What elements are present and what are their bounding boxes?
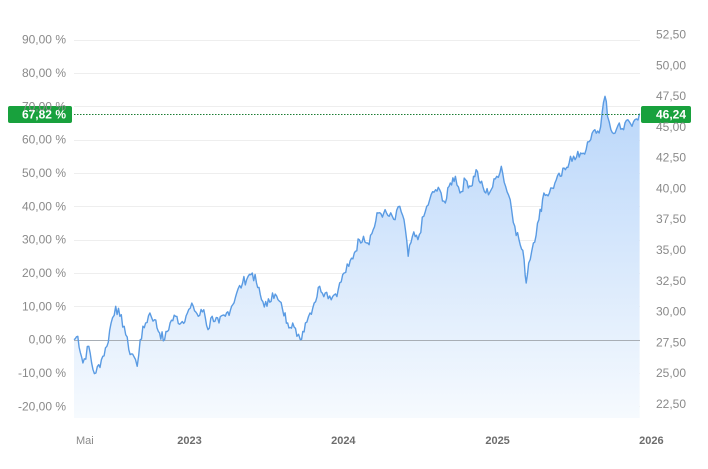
left-tick-label: 60,00 % (22, 133, 66, 147)
left-tick-label: 40,00 % (22, 199, 66, 213)
left-tick-label: 0,00 % (29, 333, 67, 347)
current-price-badge: 46,24 (641, 106, 691, 123)
right-tick-label: 35,00 (656, 243, 686, 257)
current-price-badge-bg (641, 106, 691, 123)
right-tick-label: 32,50 (656, 274, 686, 288)
left-tick-label: -20,00 % (18, 399, 66, 413)
current-percent-badge: 67,82 % (8, 106, 72, 123)
x-tick-label: 2024 (331, 435, 356, 447)
left-tick-label: 30,00 % (22, 233, 66, 247)
right-tick-label: 25,00 (656, 366, 686, 380)
left-tick-label: 90,00 % (22, 33, 66, 47)
left-tick-label: 10,00 % (22, 299, 66, 313)
series-area (74, 96, 640, 419)
x-axis-dates: Mai 2023 2024 2025 2026 (76, 435, 664, 447)
right-tick-label: 42,50 (656, 151, 686, 165)
x-tick-label: Mai (76, 435, 94, 447)
current-value-marker: 67,82 % 46,24 (8, 106, 691, 123)
right-tick-label: 50,00 (656, 58, 686, 72)
right-tick-label: 30,00 (656, 305, 686, 319)
right-tick-label: 27,50 (656, 335, 686, 349)
left-tick-label: -10,00 % (18, 366, 66, 380)
series-line-group (73, 95, 641, 375)
x-tick-label: 2026 (639, 435, 663, 447)
left-tick-label: 70,00 % (22, 99, 66, 113)
x-tick-label: 2025 (485, 435, 509, 447)
area-fill (74, 96, 640, 419)
left-tick-label: 80,00 % (22, 66, 66, 80)
right-tick-label: 45,00 (656, 120, 686, 134)
current-price-label: 46,24 (656, 108, 686, 122)
series-line (73, 95, 641, 375)
right-tick-label: 40,00 (656, 181, 686, 195)
left-tick-label: 50,00 % (22, 166, 66, 180)
right-tick-label: 37,50 (656, 212, 686, 226)
left-axis-percent: 90,00 % 80,00 % 70,00 % 60,00 % 50,00 % 40,00… (18, 33, 66, 414)
right-axis-price: 52,50 50,00 47,50 45,00 42,50 40,00 37,50 35,00… (656, 28, 686, 411)
current-percent-label: 67,82 % (22, 108, 66, 122)
current-percent-badge-bg (8, 106, 72, 123)
right-tick-label: 22,50 (656, 397, 686, 411)
x-tick-label: 2023 (177, 435, 201, 447)
left-tick-label: 20,00 % (22, 266, 66, 280)
right-tick-label: 52,50 (656, 28, 686, 42)
right-tick-label: 47,50 (656, 89, 686, 103)
